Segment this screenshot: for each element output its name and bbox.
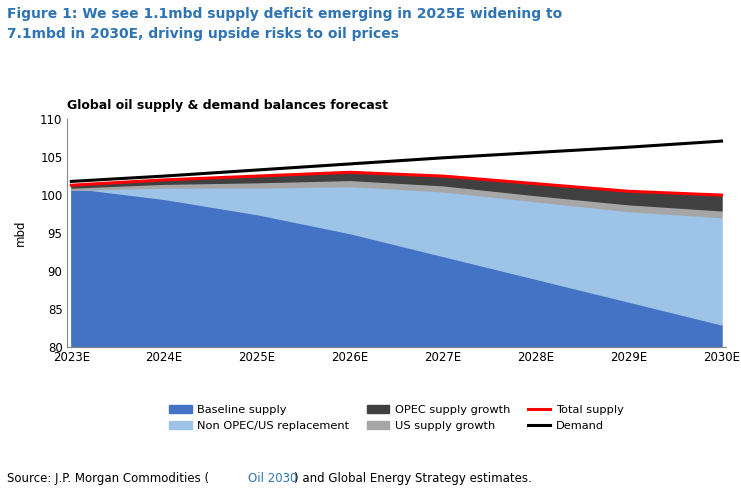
Text: Oil 2030: Oil 2030 xyxy=(248,472,298,485)
Text: ) and Global Energy Strategy estimates.: ) and Global Energy Strategy estimates. xyxy=(294,472,532,485)
Text: Figure 1: We see 1.1mbd supply deficit emerging in 2025E widening to: Figure 1: We see 1.1mbd supply deficit e… xyxy=(7,7,562,21)
Text: 7.1mbd in 2030E, driving upside risks to oil prices: 7.1mbd in 2030E, driving upside risks to… xyxy=(7,27,399,41)
Text: Source: J.P. Morgan Commodities (: Source: J.P. Morgan Commodities ( xyxy=(7,472,210,485)
Legend: Baseline supply, Non OPEC/US replacement, OPEC supply growth, US supply growth, : Baseline supply, Non OPEC/US replacement… xyxy=(169,405,624,431)
Text: Global oil supply & demand balances forecast: Global oil supply & demand balances fore… xyxy=(67,99,388,112)
Y-axis label: mbd: mbd xyxy=(14,220,27,247)
